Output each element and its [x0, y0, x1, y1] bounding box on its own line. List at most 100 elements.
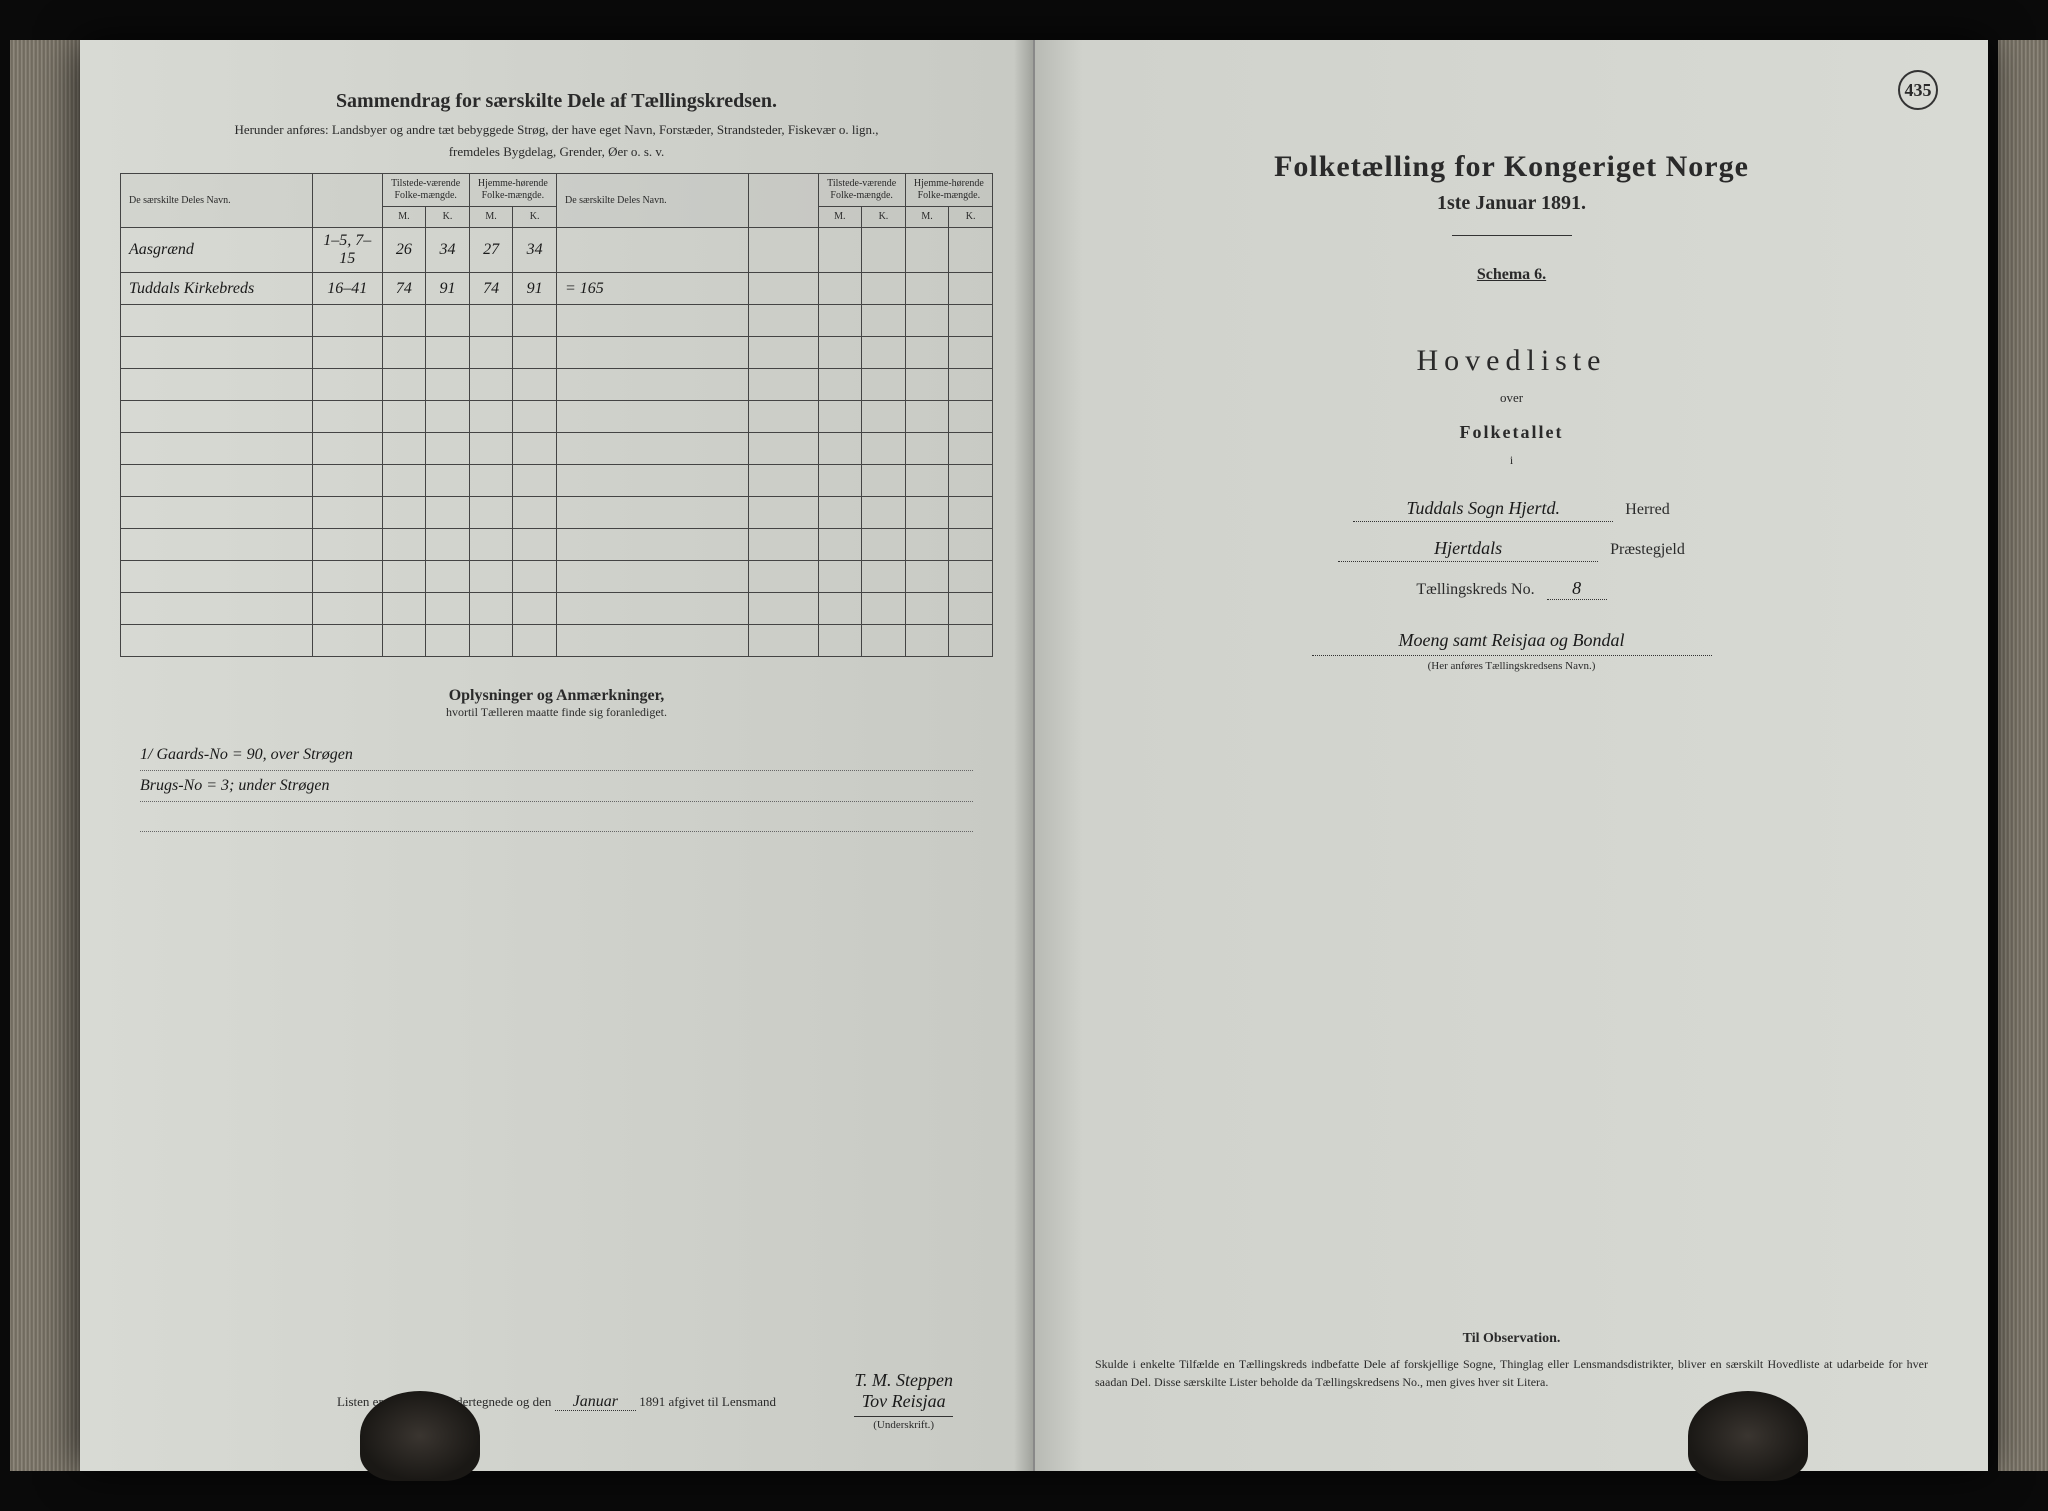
th-tilstede-1: Tilstede-værende Folke-mængde. [382, 174, 469, 207]
cell-empty [513, 593, 557, 625]
cell-empty [469, 529, 513, 561]
th-k-4: K. [949, 207, 993, 228]
table-row-empty [121, 465, 993, 497]
cell-empty [748, 401, 818, 433]
cell-tm: 26 [382, 228, 426, 273]
cell-empty [121, 529, 313, 561]
cell-huslisters: 1–5, 7–15 [312, 228, 382, 273]
notes-lines: 1/ Gaards-No = 90, over Strøgen Brugs-No… [120, 740, 993, 832]
prestegjeld-value: Hjertdals [1338, 538, 1598, 562]
cell-empty [905, 369, 949, 401]
cell-name: Tuddals Kirkebreds [121, 273, 313, 305]
observation-section: Til Observation. Skulde i enkelte Tilfæl… [1095, 1331, 1928, 1391]
th-name-1: De særskilte Deles Navn. [121, 174, 313, 228]
cell-empty [748, 625, 818, 657]
cell-empty [748, 433, 818, 465]
cell-empty [818, 369, 862, 401]
cell-empty [818, 529, 862, 561]
book-edge-left [10, 40, 80, 1471]
schema-label: Schema 6. [1075, 266, 1948, 284]
cell-empty [469, 561, 513, 593]
th-hjemme-1: Hjemme-hørende Folke-mængde. [469, 174, 556, 207]
th-m-3: M. [818, 207, 862, 228]
cell-empty [513, 529, 557, 561]
cell-empty [905, 561, 949, 593]
cell-empty [312, 561, 382, 593]
over-label: over [1075, 390, 1948, 406]
table-row-empty [121, 561, 993, 593]
cell-tk: 34 [426, 228, 470, 273]
table-row-empty [121, 401, 993, 433]
cell-empty [905, 497, 949, 529]
cell-empty [556, 305, 748, 337]
cell-empty [818, 305, 862, 337]
cell-hm: 27 [469, 228, 513, 273]
cell-empty [556, 433, 748, 465]
cell-empty [382, 625, 426, 657]
cell-empty [949, 561, 993, 593]
cell-empty [818, 561, 862, 593]
cell-huslisters: 16–41 [312, 273, 382, 305]
th-huslisters-2 [748, 174, 818, 228]
cell-empty [949, 305, 993, 337]
cell-empty [513, 305, 557, 337]
cell-empty [382, 337, 426, 369]
cell-empty [469, 625, 513, 657]
cell-empty [513, 337, 557, 369]
table-row-empty [121, 337, 993, 369]
cell-empty [382, 561, 426, 593]
cell-empty [121, 369, 313, 401]
i-label: i [1075, 453, 1948, 468]
right-title: Folketælling for Kongeriget Norge [1075, 150, 1948, 184]
cell-empty [748, 561, 818, 593]
cell-empty [949, 273, 993, 305]
left-page: Sammendrag for særskilte Dele af Tælling… [80, 40, 1035, 1471]
cell-empty [818, 337, 862, 369]
kreds-hint: (Her anføres Tællingskredsens Navn.) [1075, 660, 1948, 672]
cell-empty [556, 401, 748, 433]
cell-empty [949, 529, 993, 561]
cell-empty [312, 625, 382, 657]
cell-empty [862, 401, 906, 433]
cell-empty [905, 337, 949, 369]
th-m-2: M. [469, 207, 513, 228]
cell-empty [426, 369, 470, 401]
left-title: Sammendrag for særskilte Dele af Tælling… [120, 90, 993, 113]
cell-name: Aasgrænd [121, 228, 313, 273]
cell-empty [513, 625, 557, 657]
cell-sum [556, 228, 748, 273]
footer-month: Januar [555, 1393, 636, 1411]
cell-empty [382, 433, 426, 465]
notes-section: Oplysninger og Anmærkninger, hvortil Tæl… [120, 687, 993, 832]
cell-empty [426, 337, 470, 369]
cell-empty [469, 337, 513, 369]
cell-empty [312, 497, 382, 529]
table-row: Aasgrænd1–5, 7–1526342734 [121, 228, 993, 273]
cell-empty [905, 529, 949, 561]
cell-empty [513, 401, 557, 433]
cell-empty [312, 465, 382, 497]
prestegjeld-label: Præstegjeld [1610, 541, 1685, 559]
cell-empty [469, 497, 513, 529]
cell-empty [862, 273, 906, 305]
notes-line-1: 1/ Gaards-No = 90, over Strøgen [140, 740, 973, 771]
cell-empty [818, 433, 862, 465]
cell-empty [949, 337, 993, 369]
cell-empty [949, 497, 993, 529]
cell-empty [905, 228, 949, 273]
cell-empty [469, 433, 513, 465]
cell-empty [426, 305, 470, 337]
observation-body: Skulde i enkelte Tilfælde en Tællingskre… [1095, 1355, 1928, 1391]
kredsno-label: Tællingskreds No. [1416, 581, 1534, 599]
table-row-empty [121, 593, 993, 625]
th-m-1: M. [382, 207, 426, 228]
cell-empty [905, 593, 949, 625]
cell-empty [556, 625, 748, 657]
cell-empty [748, 369, 818, 401]
hovedliste: Hovedliste [1075, 344, 1948, 378]
cell-empty [949, 465, 993, 497]
th-m-4: M. [905, 207, 949, 228]
cell-empty [121, 337, 313, 369]
cell-empty [426, 465, 470, 497]
cell-empty [949, 369, 993, 401]
